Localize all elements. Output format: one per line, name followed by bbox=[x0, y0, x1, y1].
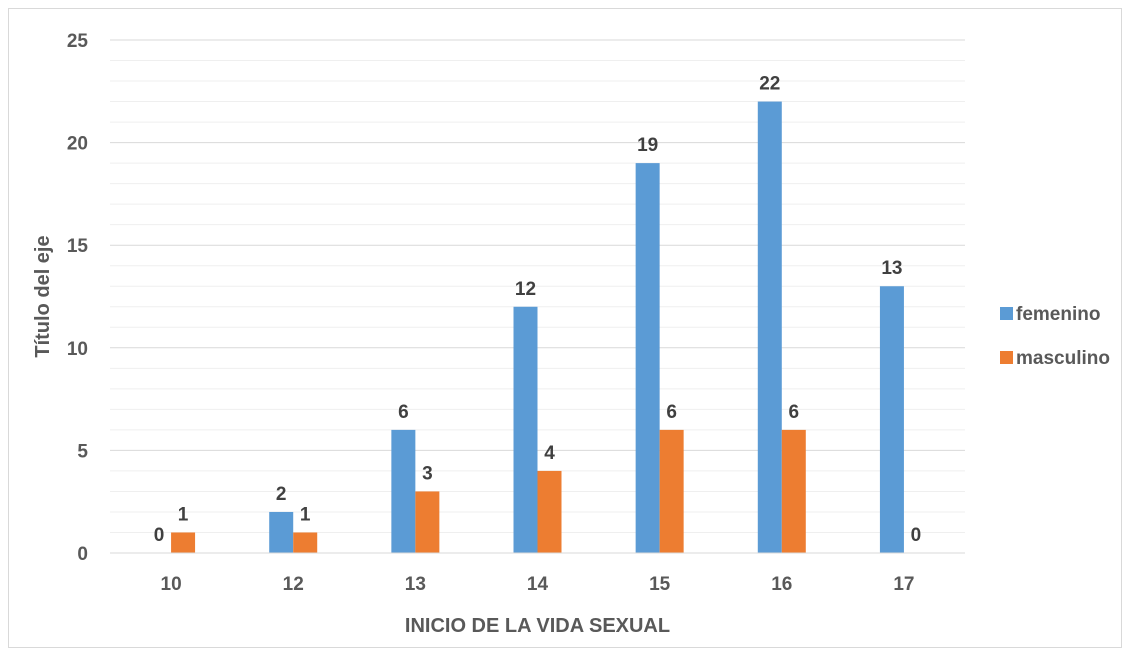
chart-frame bbox=[8, 8, 1122, 648]
y-axis-title: Título del eje bbox=[32, 235, 54, 357]
legend-label-femenino: femenino bbox=[1016, 304, 1100, 325]
bar-femenino-14 bbox=[513, 306, 538, 553]
legend-label-masculino: masculino bbox=[1016, 348, 1110, 369]
y-tick-label: 25 bbox=[67, 31, 89, 52]
bar-femenino-17 bbox=[879, 286, 904, 553]
legend-swatch-masculino bbox=[1000, 351, 1013, 364]
bar-masculino-10 bbox=[171, 532, 196, 553]
data-label-femenino-14: 12 bbox=[515, 279, 536, 300]
bar-masculino-14 bbox=[537, 470, 562, 553]
y-tick-label: 5 bbox=[77, 441, 88, 462]
data-label-masculino-10: 1 bbox=[178, 504, 189, 525]
x-axis-ticks: 10 12 13 14 15 16 17 bbox=[161, 574, 915, 595]
data-label-masculino-16: 6 bbox=[788, 402, 799, 423]
bar-masculino-16 bbox=[781, 429, 806, 553]
bar-femenino-12 bbox=[269, 511, 294, 553]
data-label-masculino-13: 3 bbox=[422, 463, 433, 484]
data-label-femenino-15: 19 bbox=[637, 135, 658, 156]
x-tick-label: 13 bbox=[405, 574, 426, 595]
x-tick-label: 16 bbox=[771, 574, 792, 595]
bar-masculino-13 bbox=[415, 491, 440, 553]
data-label-masculino-15: 6 bbox=[666, 402, 677, 423]
x-tick-label: 15 bbox=[649, 574, 671, 595]
x-axis-title: INICIO DE LA VIDA SEXUAL bbox=[405, 615, 670, 637]
y-axis-ticks: 0 5 10 15 20 25 bbox=[67, 31, 89, 565]
y-tick-label: 10 bbox=[67, 339, 88, 360]
y-tick-label: 20 bbox=[67, 134, 88, 155]
data-label-masculino-14: 4 bbox=[544, 443, 555, 464]
bars bbox=[171, 101, 904, 553]
x-tick-label: 14 bbox=[527, 574, 549, 595]
data-label-femenino-13: 6 bbox=[398, 402, 409, 423]
bar-femenino-15 bbox=[635, 163, 660, 553]
gridlines bbox=[110, 39, 965, 533]
y-tick-label: 0 bbox=[77, 544, 88, 565]
x-tick-label: 17 bbox=[893, 574, 914, 595]
bar-femenino-13 bbox=[391, 429, 416, 553]
data-label-masculino-17: 0 bbox=[911, 525, 922, 546]
y-tick-label: 15 bbox=[67, 236, 89, 257]
x-tick-label: 12 bbox=[283, 574, 304, 595]
bar-masculino-15 bbox=[659, 429, 684, 553]
data-label-femenino-10: 0 bbox=[154, 525, 165, 546]
data-label-femenino-12: 2 bbox=[276, 484, 287, 505]
x-tick-label: 10 bbox=[161, 574, 182, 595]
legend-swatch-femenino bbox=[1000, 307, 1013, 320]
data-label-femenino-16: 22 bbox=[759, 74, 780, 95]
bar-masculino-12 bbox=[293, 532, 318, 553]
data-label-masculino-12: 1 bbox=[300, 504, 311, 525]
bar-femenino-16 bbox=[757, 101, 782, 553]
legend: femenino masculino bbox=[1000, 304, 1110, 369]
data-label-femenino-17: 13 bbox=[881, 258, 902, 279]
